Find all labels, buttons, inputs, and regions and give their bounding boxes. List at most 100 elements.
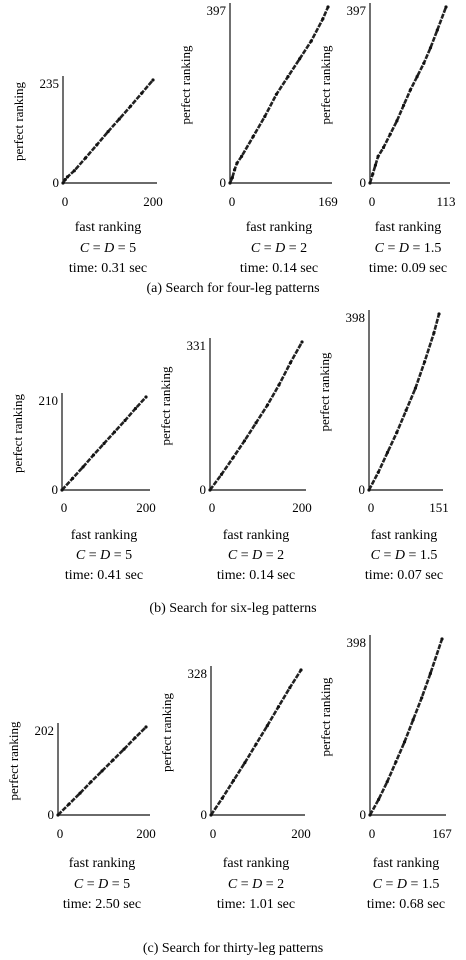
- x-axis-label: fast ranking: [71, 528, 137, 543]
- data-point: [402, 103, 406, 107]
- cd-value: = 2: [285, 241, 307, 256]
- cd-value: = 1.5: [407, 877, 439, 892]
- x-tick-label: 200: [136, 826, 156, 841]
- data-point: [299, 668, 303, 672]
- data-point: [228, 181, 232, 185]
- data-point: [404, 408, 408, 412]
- equals-sign: =: [260, 241, 275, 256]
- equals-sign: =: [382, 877, 397, 892]
- d-symbol: D: [251, 548, 262, 563]
- x-axis-label: fast ranking: [75, 220, 141, 235]
- data-point: [423, 360, 427, 364]
- series-line: [368, 638, 444, 816]
- cd-value: = 5: [114, 241, 136, 256]
- d-symbol: D: [99, 548, 110, 563]
- data-point: [100, 769, 104, 773]
- x-tick-label: 0: [369, 826, 376, 841]
- data-point: [83, 156, 88, 160]
- data-point: [95, 143, 99, 147]
- data-point: [231, 778, 236, 783]
- y-tick-label: 328: [188, 666, 208, 681]
- y-axis-label: perfect ranking: [178, 45, 193, 125]
- data-point: [56, 813, 60, 817]
- data-point: [263, 114, 267, 119]
- x-tick-label: 0: [369, 194, 376, 209]
- data-point: [78, 791, 82, 795]
- y-axis-label: perfect ranking: [318, 45, 333, 125]
- x-tick-label: 200: [291, 826, 311, 841]
- x-tick-label: 0: [209, 500, 216, 515]
- d-symbol: D: [398, 241, 409, 256]
- y-tick-label: 398: [347, 635, 367, 650]
- equals-sign: =: [83, 877, 98, 892]
- data-point: [413, 386, 417, 390]
- data-point: [111, 758, 115, 762]
- data-point: [220, 796, 224, 800]
- data-point: [235, 161, 239, 165]
- y-tick-label: 0: [52, 482, 59, 497]
- y-tick-label: 0: [360, 807, 367, 822]
- data-point: [70, 476, 75, 481]
- data-point: [265, 403, 270, 407]
- data-point: [420, 696, 424, 700]
- c-symbol: C: [228, 548, 238, 563]
- series-line: [228, 6, 330, 184]
- y-tick-label: 397: [347, 3, 367, 18]
- data-point: [243, 761, 247, 765]
- caption-c: (c) Search for thirty-leg patterns: [143, 941, 323, 956]
- data-point: [377, 797, 381, 802]
- y-axis-label: perfect ranking: [10, 393, 25, 473]
- data-point: [326, 5, 330, 9]
- data-point: [151, 78, 155, 82]
- data-point: [230, 176, 234, 180]
- data-point: [394, 760, 398, 764]
- time-label: time: 0.09 sec: [369, 261, 447, 276]
- y-tick-label: 0: [48, 807, 55, 822]
- data-point: [432, 331, 436, 335]
- x-axis-label: fast ranking: [223, 856, 289, 871]
- y-tick-label: 331: [187, 338, 207, 353]
- data-point: [395, 430, 399, 435]
- cd-value: = 1.5: [405, 548, 437, 563]
- data-point: [385, 450, 390, 454]
- y-tick-label: 0: [201, 807, 208, 822]
- equals-sign: =: [384, 241, 399, 256]
- x-axis-label: fast ranking: [223, 528, 289, 543]
- data-point: [277, 383, 281, 387]
- d-symbol: D: [396, 877, 407, 892]
- cd-parameter-label: C = D = 2: [228, 548, 284, 563]
- x-axis-label: fast ranking: [246, 220, 312, 235]
- data-point: [89, 780, 93, 784]
- data-point: [208, 488, 212, 492]
- caption-b: (b) Search for six-leg patterns: [149, 601, 316, 616]
- cd-parameter-label: C = D = 5: [74, 877, 130, 892]
- data-point: [367, 488, 371, 492]
- data-point: [209, 813, 213, 817]
- time-label: time: 0.07 sec: [365, 568, 443, 583]
- time-label: time: 0.68 sec: [367, 897, 445, 912]
- c-symbol: C: [228, 877, 238, 892]
- time-label: time: 0.31 sec: [69, 261, 147, 276]
- c-symbol: C: [373, 877, 383, 892]
- data-point: [128, 104, 133, 108]
- data-point: [144, 395, 148, 399]
- data-point: [373, 163, 377, 167]
- data-point: [371, 172, 375, 176]
- d-symbol: D: [274, 241, 285, 256]
- series-line: [209, 669, 303, 816]
- cd-parameter-label: C = D = 5: [80, 241, 136, 256]
- series-line: [208, 341, 304, 491]
- data-point: [61, 181, 65, 185]
- c-symbol: C: [371, 548, 381, 563]
- data-point: [254, 421, 258, 425]
- y-axis-label: perfect ranking: [318, 677, 333, 757]
- x-axis-label: fast ranking: [375, 220, 441, 235]
- data-point: [133, 406, 138, 411]
- x-tick-label: 0: [62, 194, 69, 209]
- x-tick-label: 0: [57, 826, 64, 841]
- data-point: [415, 75, 419, 79]
- series-line: [367, 313, 441, 491]
- y-tick-label: 235: [40, 76, 60, 91]
- equals-sign: =: [237, 877, 252, 892]
